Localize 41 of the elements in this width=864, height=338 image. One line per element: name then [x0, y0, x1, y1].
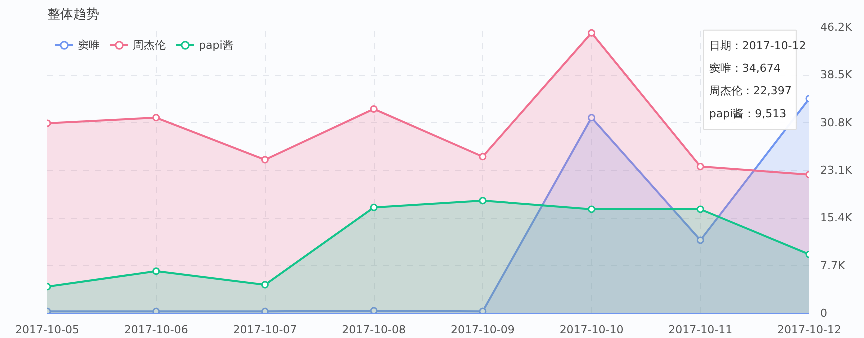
point	[696, 206, 704, 214]
point	[588, 114, 596, 122]
annotation: 周杰伦：22,397	[709, 84, 792, 98]
annotation: 日期：2017-10-12	[709, 40, 806, 53]
point	[152, 268, 160, 276]
point	[696, 163, 704, 171]
point	[152, 308, 160, 314]
annotation: papi酱：9,513	[709, 107, 787, 120]
y-tick-label: 38.5K	[820, 68, 853, 82]
y-tick-label: 46.2K	[820, 21, 853, 34]
point	[152, 114, 160, 122]
x-tick-label: 2017-10-11	[668, 324, 733, 336]
point	[370, 307, 378, 314]
x-tick-label: 2017-10-12	[778, 324, 842, 336]
x-tick-label: 2017-10-07	[233, 324, 298, 336]
point	[588, 206, 596, 214]
y-tick-label: 30.8K	[820, 116, 853, 130]
point	[261, 156, 269, 164]
annotation: 窦唯：34,674	[709, 62, 781, 76]
legend-label: 窦唯	[78, 38, 100, 52]
point	[479, 308, 487, 314]
y-tick-label: 7.7K	[820, 259, 846, 272]
y-tick-label: 23.1K	[820, 164, 853, 177]
point	[588, 29, 596, 37]
point	[370, 105, 378, 113]
x-tick-label: 2017-10-10	[560, 324, 624, 336]
point	[261, 308, 269, 314]
point	[370, 204, 378, 212]
point	[479, 197, 487, 205]
x-tick-label: 2017-10-09	[450, 324, 515, 336]
x-tick-label: 2017-10-05	[16, 324, 80, 336]
y-tick-label: 15.4K	[820, 212, 853, 225]
point	[696, 236, 704, 244]
x-tick-label: 2017-10-06	[124, 324, 188, 336]
y-tick-label: 0	[820, 307, 828, 320]
legend-label: papi酱	[199, 38, 234, 52]
chart-title: 整体趋势	[48, 8, 100, 22]
x-tick-label: 2017-10-08	[342, 324, 406, 336]
point	[479, 153, 487, 161]
point	[261, 281, 269, 289]
legend-label: 周杰伦	[133, 38, 166, 52]
